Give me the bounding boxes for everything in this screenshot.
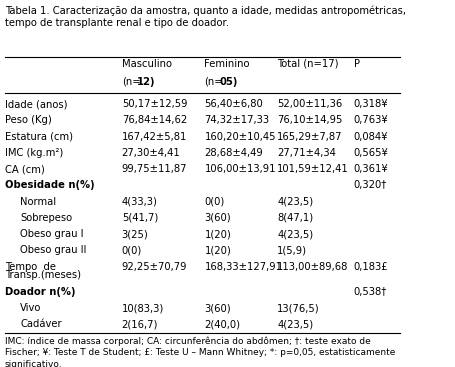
Text: 0,361¥: 0,361¥ xyxy=(353,164,388,174)
Text: 165,29±7,87: 165,29±7,87 xyxy=(277,132,342,142)
Text: Vivo: Vivo xyxy=(20,303,41,313)
Text: 5(41,7): 5(41,7) xyxy=(121,213,157,223)
Text: 10(83,3): 10(83,3) xyxy=(121,303,164,313)
Text: Peso (Kg): Peso (Kg) xyxy=(5,115,51,126)
Text: 92,25±70,79: 92,25±70,79 xyxy=(121,262,187,272)
Text: 0,084¥: 0,084¥ xyxy=(353,132,387,142)
Text: (n=: (n= xyxy=(121,77,140,87)
Text: 74,32±17,33: 74,32±17,33 xyxy=(204,115,269,126)
Text: 56,40±6,80: 56,40±6,80 xyxy=(204,99,263,109)
Text: Obeso grau I: Obeso grau I xyxy=(20,229,83,239)
Text: Obeso grau II: Obeso grau II xyxy=(20,246,86,255)
Text: 4(23,5): 4(23,5) xyxy=(277,319,313,329)
Text: 05): 05) xyxy=(219,77,238,87)
Text: 2(16,7): 2(16,7) xyxy=(121,319,158,329)
Text: Tabela 1. Caracterização da amostra, quanto a idade, medidas antropométricas,
te: Tabela 1. Caracterização da amostra, qua… xyxy=(5,6,405,28)
Text: Normal: Normal xyxy=(20,197,56,207)
Text: Feminino: Feminino xyxy=(204,58,249,69)
Text: 0(0): 0(0) xyxy=(204,197,224,207)
Text: 27,71±4,34: 27,71±4,34 xyxy=(277,148,335,158)
Text: 160,20±10,45: 160,20±10,45 xyxy=(204,132,275,142)
Text: 13(76,5): 13(76,5) xyxy=(277,303,319,313)
Text: Cadáver: Cadáver xyxy=(20,319,61,329)
Text: 0,320†: 0,320† xyxy=(353,180,386,190)
Text: P: P xyxy=(353,58,359,69)
Text: 28,68±4,49: 28,68±4,49 xyxy=(204,148,263,158)
Text: Transp.(meses): Transp.(meses) xyxy=(5,270,81,280)
Text: Estatura (cm): Estatura (cm) xyxy=(5,132,72,142)
Text: 1(20): 1(20) xyxy=(204,229,231,239)
Text: 4(23,5): 4(23,5) xyxy=(277,197,313,207)
Text: CA (cm): CA (cm) xyxy=(5,164,45,174)
Text: 113,00±89,68: 113,00±89,68 xyxy=(277,262,348,272)
Text: 1(5,9): 1(5,9) xyxy=(277,246,306,255)
Text: 1(20): 1(20) xyxy=(204,246,231,255)
Text: IMC (kg.m²): IMC (kg.m²) xyxy=(5,148,63,158)
Text: 3(25): 3(25) xyxy=(121,229,148,239)
Text: Idade (anos): Idade (anos) xyxy=(5,99,67,109)
Text: 0,538†: 0,538† xyxy=(353,287,386,297)
Text: 101,59±12,41: 101,59±12,41 xyxy=(277,164,348,174)
Text: 168,33±127,91: 168,33±127,91 xyxy=(204,262,282,272)
Text: 76,10±14,95: 76,10±14,95 xyxy=(277,115,342,126)
Text: 52,00±11,36: 52,00±11,36 xyxy=(277,99,342,109)
Text: 12): 12) xyxy=(137,77,155,87)
Text: (n=: (n= xyxy=(204,77,222,87)
Text: 76,84±14,62: 76,84±14,62 xyxy=(121,115,187,126)
Text: 167,42±5,81: 167,42±5,81 xyxy=(121,132,187,142)
Text: 4(23,5): 4(23,5) xyxy=(277,229,313,239)
Text: 4(33,3): 4(33,3) xyxy=(121,197,157,207)
Text: IMC: índice de massa corporal; CA: circunferência do abdômen; †: teste exato de
: IMC: índice de massa corporal; CA: circu… xyxy=(5,337,394,367)
Text: 0,183£: 0,183£ xyxy=(353,262,388,272)
Text: Masculino: Masculino xyxy=(121,58,172,69)
Text: 8(47,1): 8(47,1) xyxy=(277,213,313,223)
Text: 99,75±11,87: 99,75±11,87 xyxy=(121,164,187,174)
Text: Total (n=17): Total (n=17) xyxy=(277,58,338,69)
Text: 27,30±4,41: 27,30±4,41 xyxy=(121,148,180,158)
Text: 50,17±12,59: 50,17±12,59 xyxy=(121,99,187,109)
Text: Sobrepeso: Sobrepeso xyxy=(20,213,72,223)
Text: 2(40,0): 2(40,0) xyxy=(204,319,240,329)
Text: Obesidade n(%): Obesidade n(%) xyxy=(5,180,94,190)
Text: 3(60): 3(60) xyxy=(204,213,231,223)
Text: 3(60): 3(60) xyxy=(204,303,231,313)
Text: 0,318¥: 0,318¥ xyxy=(353,99,388,109)
Text: Doador n(%): Doador n(%) xyxy=(5,287,75,297)
Text: 106,00±13,91: 106,00±13,91 xyxy=(204,164,275,174)
Text: 0,763¥: 0,763¥ xyxy=(353,115,388,126)
Text: 0(0): 0(0) xyxy=(121,246,142,255)
Text: 0,565¥: 0,565¥ xyxy=(353,148,388,158)
Text: Tempo  de: Tempo de xyxy=(5,262,56,272)
